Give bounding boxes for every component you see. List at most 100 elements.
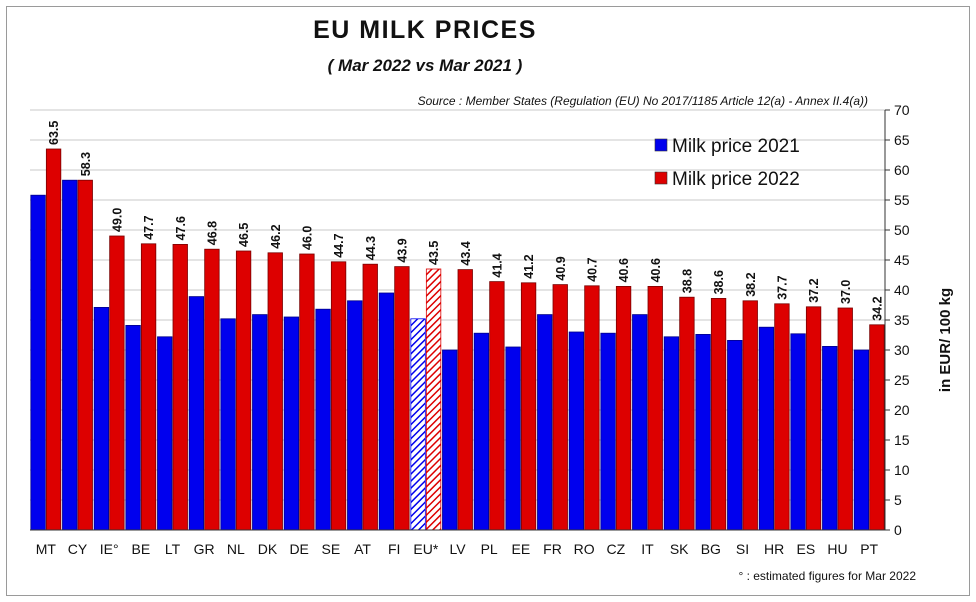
x-tick-label: EU* [413,541,438,557]
data-label-2022: 46.0 [300,226,314,250]
x-tick-label: SI [736,541,749,557]
bar-2022-nl [235,250,252,531]
x-tick-label: NL [227,541,245,557]
x-tick-label: DE [289,541,308,557]
y-tick-label: 5 [894,492,902,508]
x-tick-label: IE° [100,541,119,557]
y-tick-label: 60 [894,162,910,178]
x-tick-label: BE [131,541,150,557]
y-tick-label: 0 [894,522,902,538]
bar-2022-be [140,243,157,531]
bar-2022-ie [109,235,125,531]
bar-2022-fr [552,284,568,531]
y-tick-label: 30 [894,342,910,358]
bar-2021-lt [157,336,173,531]
bar-2022-dk [267,252,283,531]
data-label-2022: 47.6 [174,216,188,240]
bar-2022-cy [77,179,93,531]
x-tick-label: IT [641,541,654,557]
chart-title: EU MILK PRICES [313,16,537,44]
x-tick-label: HU [827,541,847,557]
bar-2022-lv [457,269,473,531]
y-tick-label: 70 [894,102,910,118]
bar-2021-es [790,333,806,531]
bar-2021-hr [758,326,775,531]
bar-2021-ee [505,346,521,531]
bar-2022-hu [837,307,853,531]
bar-2021-cz [600,332,616,531]
data-label-2022: 40.9 [554,256,568,280]
bar-2022-si [742,300,758,531]
data-label-2022: 46.2 [269,224,283,248]
bar-2021-se [315,308,331,531]
bar-2021-cy [62,179,78,531]
bar-2022-fi [394,266,410,531]
bar-2022-se [330,261,347,531]
legend-swatch-2022 [654,171,668,185]
data-label-2022: 46.5 [237,223,251,247]
source-note: Source : Member States (Regulation (EU) … [417,94,868,108]
y-axis-label: in EUR/ 100 kg [937,288,954,392]
x-tick-label: LV [449,541,466,557]
data-label-2022: 37.2 [807,278,821,302]
x-tick-label: LT [165,541,181,557]
data-label-2022: 41.2 [522,254,536,278]
legend-swatch-2021 [654,138,668,152]
x-tick-label: AT [354,541,371,557]
y-tick-label: 65 [894,132,910,148]
legend-label-2021: Milk price 2021 [672,136,800,157]
bar-2022-it [647,285,663,531]
x-tick-label: PT [860,541,878,557]
bar-2021-it [632,314,648,531]
data-label-2022: 43.4 [459,241,473,265]
x-tick-label: EE [511,541,530,557]
footnote: ° : estimated figures for Mar 2022 [738,569,916,583]
y-tick-label: 45 [894,252,910,268]
bar-2022-mt [45,148,62,531]
bar-2022-cz [615,285,632,531]
bar-2022-eu [425,268,442,531]
x-tick-label: MT [36,541,57,557]
bar-2021-fi [378,292,395,531]
bar-2021-gr [188,296,205,531]
y-tick-label: 55 [894,192,910,208]
bar-2022-sk [679,296,695,531]
bar-2022-de [299,253,315,531]
x-tick-label: ES [796,541,815,557]
chart-subtitle: ( Mar 2022 vs Mar 2021 ) [327,56,523,75]
y-tick-label: 15 [894,432,910,448]
bar-2021-pl [473,332,490,531]
x-tick-label: FR [543,541,562,557]
bar-2021-ro [568,331,585,531]
bar-2022-gr [204,248,220,531]
y-tick-label: 50 [894,222,910,238]
bar-2021-eu [410,318,426,531]
x-tick-label: GR [194,541,215,557]
bar-2021-lv [442,349,458,531]
data-label-2022: 38.2 [744,272,758,296]
bar-2022-ee [520,282,537,531]
x-tick-label: CY [68,541,88,557]
data-label-2022: 44.7 [332,233,346,257]
bar-2021-ie [93,306,110,531]
data-label-2022: 43.5 [427,241,441,265]
x-tick-label: PL [481,541,498,557]
data-label-2022: 63.5 [47,121,61,145]
bar-2021-bg [695,333,711,531]
bar-2022-at [362,263,378,531]
data-label-2022: 37.7 [775,275,789,299]
bar-2022-pt [869,324,885,531]
bar-2022-hr [774,303,790,531]
x-tick-label: FI [388,541,400,557]
data-label-2022: 38.8 [680,269,694,293]
bar-2021-at [347,300,363,531]
data-label-2022: 40.6 [649,258,663,282]
x-tick-label: BG [701,541,721,557]
legend-label-2022: Milk price 2022 [672,169,800,190]
data-label-2022: 43.9 [395,238,409,262]
bar-2022-lt [172,243,188,531]
y-tick-label: 10 [894,462,910,478]
x-tick-label: HR [764,541,784,557]
bar-2021-pt [853,349,870,531]
